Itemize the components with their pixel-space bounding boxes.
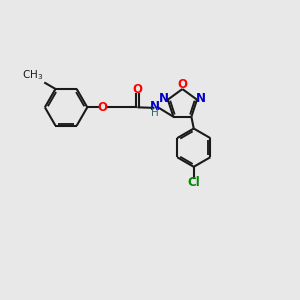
Text: N: N bbox=[196, 92, 206, 105]
Text: N: N bbox=[159, 92, 169, 105]
Text: H: H bbox=[152, 108, 159, 118]
Text: O: O bbox=[132, 82, 142, 95]
Text: O: O bbox=[98, 101, 108, 114]
Text: O: O bbox=[178, 78, 188, 92]
Text: CH$_3$: CH$_3$ bbox=[22, 68, 43, 82]
Text: Cl: Cl bbox=[188, 176, 200, 189]
Text: N: N bbox=[150, 100, 160, 113]
